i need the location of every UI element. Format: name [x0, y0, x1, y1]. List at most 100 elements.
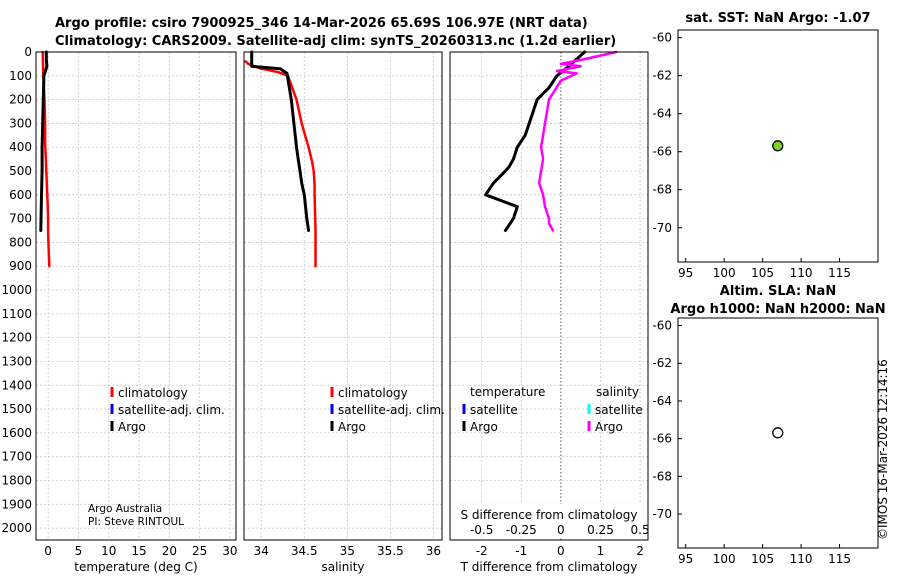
difference-legend-right-0-label: satellite — [595, 403, 643, 417]
salinity-x-label: salinity — [321, 560, 364, 574]
depth-tick-label: 1600 — [1, 426, 32, 440]
map_sla-y-tick-label: -70 — [652, 507, 672, 521]
salinity-difference-tick-label: 0 — [557, 523, 565, 537]
salinity-x-tick-label: 34 — [254, 544, 269, 558]
temperature-series-argo — [39, 50, 49, 232]
temperature-axes-box — [35, 51, 237, 541]
map_sla-y-tick-label: -60 — [652, 319, 672, 333]
depth-tick-label: 1300 — [1, 354, 32, 368]
temperature-x-tick-label: 30 — [222, 544, 237, 558]
map_sla-x-tick-label: 105 — [751, 552, 774, 566]
difference-x-tick-label: 2 — [636, 544, 644, 558]
salinity-axes-box — [243, 51, 443, 541]
map_sst-x-tick-label: 105 — [751, 266, 774, 280]
depth-tick-label: 1100 — [1, 307, 32, 321]
temperature-x-tick-label: 5 — [75, 544, 83, 558]
difference-legend-salinity-title: salinity — [596, 385, 639, 399]
map_sst-y-tick-label: -60 — [652, 31, 672, 45]
temperature-x-tick-label: 15 — [131, 544, 146, 558]
difference-x-tick-label: -1 — [515, 544, 527, 558]
temperature-legend-0-label: climatology — [118, 386, 188, 400]
depth-tick-label: 400 — [9, 140, 32, 154]
salinity-difference-tick-label: -0.25 — [506, 523, 537, 537]
map_sst-y-tick-label: -68 — [652, 183, 672, 197]
map_sla-x-tick-label: 95 — [678, 552, 693, 566]
sla-map-panel: -60 -62 -64 -66 -68 -70 95 100 105 110 115 Altim. S… — [652, 284, 885, 566]
map_sst-y-tick-label: -62 — [652, 69, 672, 83]
map_sla-y-tick-label: -66 — [652, 432, 672, 446]
map_sla-y-tick-label: -68 — [652, 469, 672, 483]
difference-legend-temperature-title: temperature — [470, 385, 545, 399]
depth-tick-label: 1400 — [1, 378, 32, 392]
credit-line1: Argo Australia — [88, 503, 162, 515]
depth-tick-label: 200 — [9, 93, 32, 107]
difference-panel: -2 -1 0 1 2 S difference from climatology-0.5… — [449, 50, 650, 574]
map_sla-title-1: Argo h1000: NaN h2000: NaN — [670, 302, 885, 317]
map_sst-y-tick-label: -66 — [652, 145, 672, 159]
map_sst-x-tick-label: 115 — [828, 266, 851, 280]
salinity-axis-background — [451, 504, 647, 537]
depth-tick-label: 300 — [9, 116, 32, 130]
header-line1: Argo profile: csiro 7900925_346 14-Mar-2… — [55, 16, 588, 31]
salinity-x-tick-label: 35.5 — [377, 544, 404, 558]
map_sla-x-tick-label: 100 — [713, 552, 736, 566]
sst-map-panel: -60 -62 -64 -66 -68 -70 95 100 105 110 115 sat. SST… — [652, 11, 879, 280]
argo-temperature-difference — [484, 50, 587, 232]
map_sla-y-tick-label: -62 — [652, 356, 672, 370]
imos-timestamp: ©IMOS 16-Mar-2026 12:14:16 — [876, 359, 890, 540]
map_sla-axes-box — [677, 317, 879, 549]
temperature-legend-2-label: Argo — [118, 420, 146, 434]
depth-tick-label: 800 — [9, 235, 32, 249]
map_sst-x-tick-label: 110 — [790, 266, 813, 280]
difference-legend-left-0-label: satellite — [470, 403, 518, 417]
salinity-difference-tick-label: 0.25 — [587, 523, 614, 537]
depth-tick-label: 600 — [9, 188, 32, 202]
credit-line2: PI: Steve RINTOUL — [88, 516, 184, 528]
map_sst-y-tick-label: -70 — [652, 221, 672, 235]
depth-tick-label: 2000 — [1, 521, 32, 535]
difference-x-tick-label: 1 — [597, 544, 605, 558]
temperature-x-tick-label: 20 — [162, 544, 177, 558]
depth-tick-label: 100 — [9, 69, 32, 83]
map_sst-argo-position-marker — [772, 140, 784, 152]
argo-salinity-difference — [537, 50, 618, 232]
salinity-legend-1-label: satellite-adj. clim. — [338, 403, 445, 417]
map_sst-x-tick-label: 95 — [678, 266, 693, 280]
map_sla-y-tick-label: -64 — [652, 394, 672, 408]
depth-tick-label: 900 — [9, 259, 32, 273]
depth-tick-label: 1700 — [1, 450, 32, 464]
salinity-x-tick-label: 35 — [340, 544, 355, 558]
header-line2: Climatology: CARS2009. Satellite-adj cli… — [55, 34, 616, 49]
salinity-x-tick-label: 34.5 — [291, 544, 318, 558]
depth-tick-label: 500 — [9, 164, 32, 178]
difference-legend-right-1-label: Argo — [595, 420, 623, 434]
map_sla-x-tick-label: 115 — [828, 552, 851, 566]
map_sst-title-0: sat. SST: NaN Argo: -1.07 — [685, 11, 870, 26]
depth-tick-label: 0 — [24, 45, 32, 59]
depth-tick-label: 700 — [9, 212, 32, 226]
depth-tick-label: 1900 — [1, 497, 32, 511]
salinity-legend-0-label: climatology — [338, 386, 408, 400]
depth-tick-label: 1800 — [1, 473, 32, 487]
salinity-difference-tick-label: 0.5 — [631, 523, 650, 537]
temperature-panel: 0 5 10 15 20 25 300100200300400500600700800900… — [1, 45, 237, 574]
map_sla-title-0: Altim. SLA: NaN — [720, 284, 836, 299]
temperature-legend-1-label: satellite-adj. clim. — [118, 403, 225, 417]
difference-legend-left-1-label: Argo — [470, 420, 498, 434]
salinity-series-climatology — [244, 60, 317, 268]
temperature-x-label: temperature (deg C) — [74, 560, 197, 574]
map_sla-argo-position-marker — [772, 427, 784, 439]
salinity-series-argo — [250, 50, 311, 232]
difference-x-tick-label: 0 — [557, 544, 565, 558]
map_sst-x-tick-label: 100 — [713, 266, 736, 280]
salinity-x-tick-label: 36 — [426, 544, 441, 558]
salinity-difference-tick-label: -0.5 — [470, 523, 493, 537]
depth-tick-label: 1000 — [1, 283, 32, 297]
depth-tick-label: 1500 — [1, 402, 32, 416]
salinity-panel: 34 34.5 35 35.5 36 salinity climatology satelli… — [243, 50, 445, 574]
difference-x-tick-label: -2 — [476, 544, 488, 558]
salinity-legend-2-label: Argo — [338, 420, 366, 434]
map_sst-y-tick-label: -64 — [652, 107, 672, 121]
map_sla-x-tick-label: 110 — [790, 552, 813, 566]
